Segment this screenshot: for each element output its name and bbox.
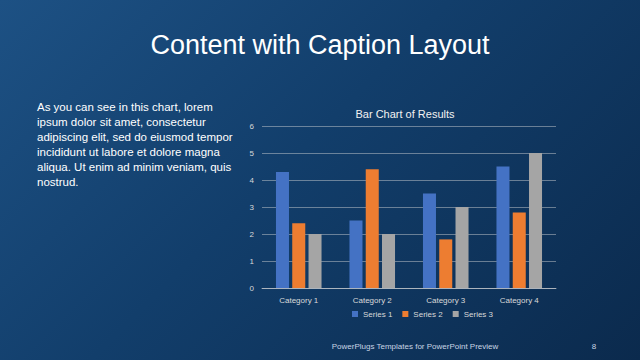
html-text:As you can see in this chart,: As you can see in this chart, lorem ipsu… bbox=[37, 101, 233, 188]
svg-text:5: 5 bbox=[250, 149, 255, 158]
svg-text:Bar Chart of Results: Bar Chart of Results bbox=[355, 108, 455, 120]
html-text:PowerPlugs Templates for Power: PowerPlugs Templates for PowerPoint Prev… bbox=[331, 342, 499, 351]
svg-text:Category 3: Category 3 bbox=[426, 296, 466, 305]
svg-text:Category 1: Category 1 bbox=[279, 296, 319, 305]
svg-text:Category 4: Category 4 bbox=[500, 296, 540, 305]
svg-text:4: 4 bbox=[250, 176, 255, 185]
svg-text:6: 6 bbox=[250, 122, 255, 131]
svg-text:Series 3: Series 3 bbox=[464, 310, 494, 319]
html-text:Content with Caption Layout: Content with Caption Layout bbox=[150, 30, 490, 60]
svg-text:1: 1 bbox=[250, 257, 255, 266]
svg-text:Series 2: Series 2 bbox=[413, 310, 443, 319]
html-text:8: 8 bbox=[591, 342, 597, 351]
svg-text:0: 0 bbox=[250, 284, 255, 293]
svg-text:Category 2: Category 2 bbox=[353, 296, 393, 305]
svg-text:Series 1: Series 1 bbox=[363, 310, 393, 319]
svg-text:3: 3 bbox=[250, 203, 255, 212]
svg-text:2: 2 bbox=[250, 230, 255, 239]
